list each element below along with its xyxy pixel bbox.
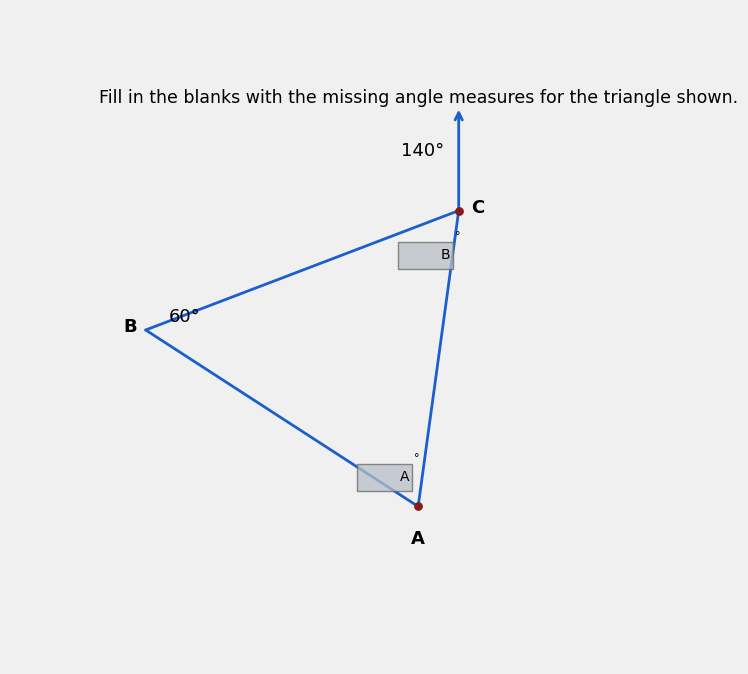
Text: C: C xyxy=(471,199,485,217)
Text: °: ° xyxy=(414,453,420,463)
Text: Fill in the blanks with the missing angle measures for the triangle shown.: Fill in the blanks with the missing angl… xyxy=(99,89,738,106)
Text: 60°: 60° xyxy=(169,308,200,326)
Text: A: A xyxy=(411,530,425,548)
Text: B: B xyxy=(441,248,450,262)
Text: B: B xyxy=(123,318,137,336)
Bar xyxy=(358,464,412,491)
Text: °: ° xyxy=(455,231,460,241)
Text: 140°: 140° xyxy=(401,142,444,160)
Text: A: A xyxy=(400,470,409,485)
Point xyxy=(453,205,465,216)
Bar xyxy=(398,242,453,269)
Point xyxy=(412,501,424,512)
